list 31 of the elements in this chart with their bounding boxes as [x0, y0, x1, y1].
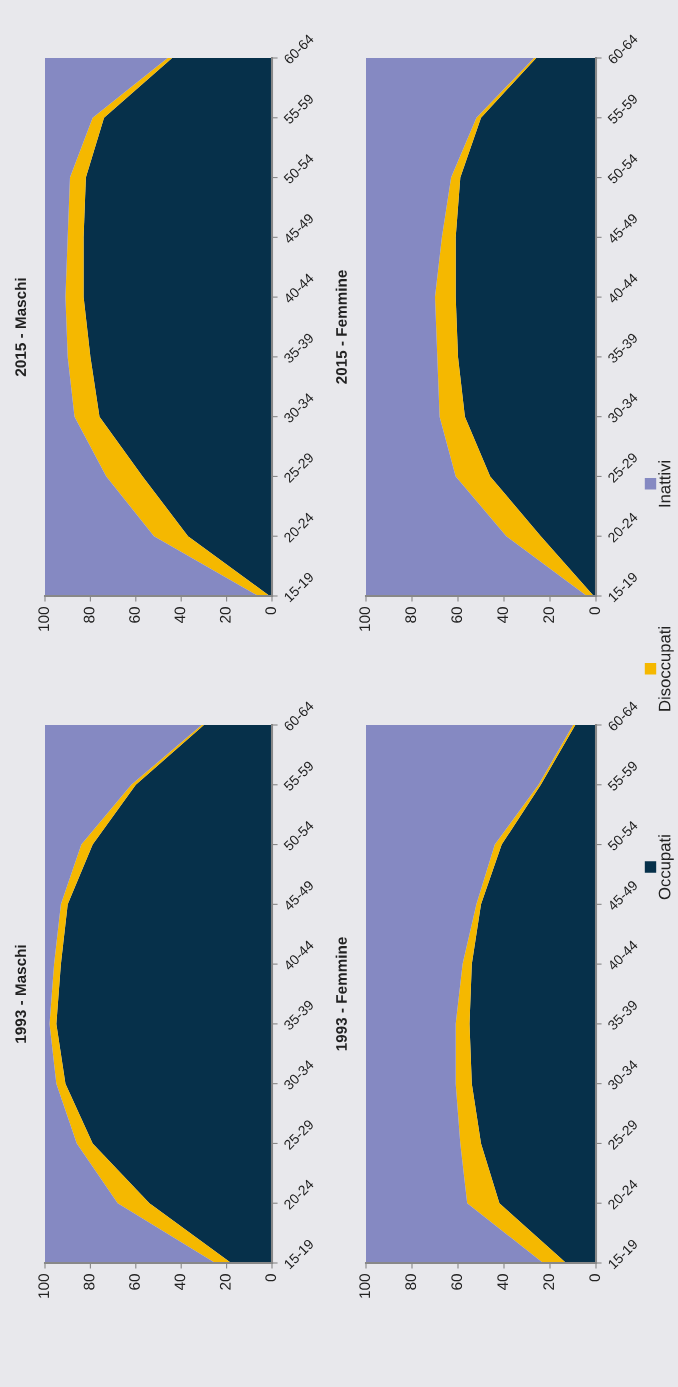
x-tick-label: 80: [83, 607, 95, 623]
x-tick-label: 60: [451, 1274, 463, 1290]
x-tick-label: 0: [265, 607, 277, 615]
text: 2015 - Femmine: [335, 270, 347, 384]
x-tick-label: 80: [405, 1274, 417, 1290]
text: 2015 - Maschi: [14, 278, 27, 377]
x-tick-label: 0: [589, 1274, 601, 1282]
x-tick-label: 20: [219, 1274, 231, 1290]
legend-label: Disoccupati: [658, 626, 674, 711]
x-tick-label: 40: [497, 1274, 509, 1291]
legend-label: Inattivi: [658, 460, 671, 507]
x-tick-label: 100: [359, 607, 371, 631]
x-tick-label: 20: [219, 607, 231, 623]
x-tick-label: 60: [129, 607, 140, 623]
x-tick-label: 40: [497, 607, 509, 624]
x-tick-label: 40: [174, 607, 186, 624]
x-tick-label: 20: [543, 1274, 555, 1290]
x-tick-label: 20: [543, 607, 555, 623]
x-tick-label: 0: [589, 607, 601, 615]
x-tick-label: 60: [129, 1274, 140, 1290]
x-tick-label: 80: [83, 1274, 95, 1290]
legend-label: Occupati: [658, 835, 674, 900]
text: 1993 - Maschi: [14, 945, 27, 1043]
text: 1993 - Femmine: [335, 937, 347, 1051]
x-tick-label: 0: [265, 1274, 277, 1282]
x-tick-label: 100: [38, 607, 50, 631]
x-tick-label: 60: [451, 607, 463, 623]
x-tick-label: 40: [174, 1274, 186, 1291]
x-tick-label: 100: [359, 1274, 371, 1298]
x-tick-label: 100: [38, 1274, 50, 1298]
x-tick-label: 80: [405, 607, 417, 623]
